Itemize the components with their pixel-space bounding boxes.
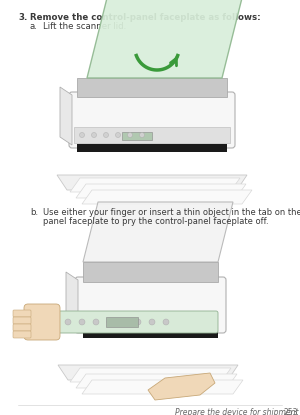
- Text: Lift the scanner lid.: Lift the scanner lid.: [43, 22, 126, 31]
- Polygon shape: [76, 374, 237, 388]
- Bar: [83, 330, 218, 338]
- Bar: [77, 144, 227, 152]
- Text: a.: a.: [30, 22, 38, 31]
- Bar: [74, 127, 230, 143]
- Polygon shape: [70, 368, 231, 382]
- Circle shape: [135, 319, 141, 325]
- Circle shape: [116, 132, 121, 137]
- Circle shape: [107, 319, 113, 325]
- FancyBboxPatch shape: [75, 277, 226, 333]
- Polygon shape: [70, 178, 240, 192]
- Polygon shape: [58, 365, 238, 380]
- Polygon shape: [87, 0, 242, 78]
- Polygon shape: [82, 380, 243, 394]
- Polygon shape: [83, 202, 233, 262]
- Polygon shape: [76, 184, 246, 198]
- Text: 253: 253: [284, 408, 298, 415]
- FancyBboxPatch shape: [24, 304, 60, 340]
- FancyBboxPatch shape: [13, 317, 31, 324]
- Text: Use either your finger or insert a thin object in the tab on the upper right cor: Use either your finger or insert a thin …: [43, 208, 300, 217]
- Bar: [77, 78, 227, 97]
- Circle shape: [103, 132, 109, 137]
- Circle shape: [80, 132, 85, 137]
- Circle shape: [65, 319, 71, 325]
- Bar: [106, 317, 138, 327]
- Text: Prepare the device for shipment: Prepare the device for shipment: [175, 408, 298, 415]
- Polygon shape: [82, 190, 252, 204]
- Circle shape: [149, 319, 155, 325]
- Polygon shape: [60, 87, 72, 145]
- Circle shape: [92, 132, 97, 137]
- Circle shape: [93, 319, 99, 325]
- Circle shape: [128, 132, 133, 137]
- FancyBboxPatch shape: [69, 92, 235, 148]
- Text: Remove the control-panel faceplate as follows:: Remove the control-panel faceplate as fo…: [30, 13, 261, 22]
- FancyBboxPatch shape: [13, 331, 31, 338]
- Bar: [122, 132, 152, 140]
- Polygon shape: [148, 373, 215, 400]
- Polygon shape: [57, 175, 247, 190]
- Text: 3.: 3.: [18, 13, 27, 22]
- Circle shape: [163, 319, 169, 325]
- FancyBboxPatch shape: [13, 324, 31, 331]
- Text: b.: b.: [30, 208, 38, 217]
- FancyBboxPatch shape: [13, 310, 31, 317]
- Circle shape: [79, 319, 85, 325]
- Circle shape: [140, 132, 145, 137]
- Text: panel faceplate to pry the control-panel faceplate off.: panel faceplate to pry the control-panel…: [43, 217, 268, 226]
- Polygon shape: [66, 272, 78, 330]
- Circle shape: [121, 319, 127, 325]
- Bar: [83, 262, 218, 282]
- FancyBboxPatch shape: [54, 311, 218, 333]
